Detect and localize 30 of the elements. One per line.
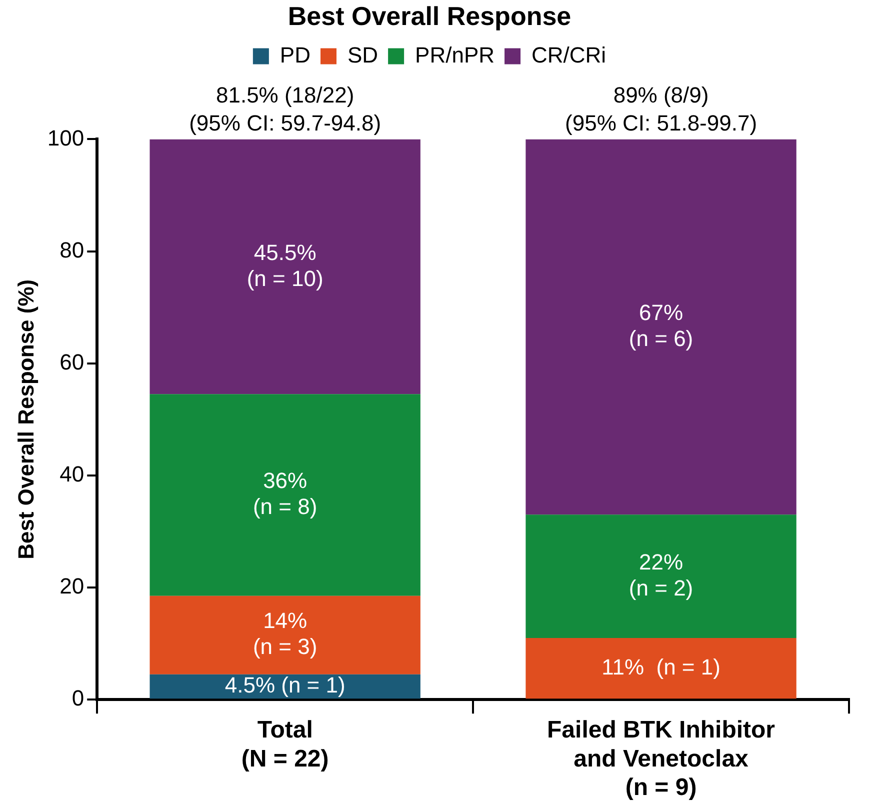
bar (150, 674, 420, 699)
data-label: 45.5% (n = 10) (246, 240, 324, 291)
bar (150, 139, 420, 394)
data-label: 22% (n = 2) (628, 549, 694, 600)
y-tick-label: 20 (60, 574, 84, 599)
x-tick-label: Failed BTK Inhibitor and Venetoclax (n = 9) (547, 716, 776, 802)
bar (526, 638, 796, 699)
bar (526, 514, 796, 638)
bar (150, 394, 420, 596)
data-label: 4.5% (n = 1) (224, 672, 346, 698)
data-label: 36% (n = 8) (252, 468, 318, 520)
x-tick-label: Total (N = 22) (241, 716, 329, 772)
y-tick-label: 60 (60, 349, 84, 374)
legend-label: SD (347, 42, 378, 68)
legend-label: PR/nPR (415, 42, 495, 68)
legend-label: PD (280, 42, 310, 68)
y-tick-label: 80 (60, 237, 84, 262)
bar (150, 596, 420, 674)
data-label: 67% (n = 6) (628, 300, 694, 351)
data-label: 11% (n = 1) (602, 654, 720, 680)
legend-label: CR/CRi (532, 42, 606, 68)
annotation: 81.5% (18/22) (95% CI: 59.7-94.8) (189, 82, 382, 136)
y-tick-label: 0 (72, 686, 84, 711)
data-label: 14% (n = 3) (252, 608, 318, 660)
y-axis-title: Best Overall Response (%) (13, 279, 38, 560)
bar (526, 139, 796, 515)
annotation: 89% (8/9) (95% CI: 51.8-99.7) (565, 82, 758, 136)
chart-title: Best Overall Response (288, 0, 572, 31)
y-tick-label: 40 (60, 462, 84, 487)
y-tick-label: 100 (47, 125, 84, 150)
